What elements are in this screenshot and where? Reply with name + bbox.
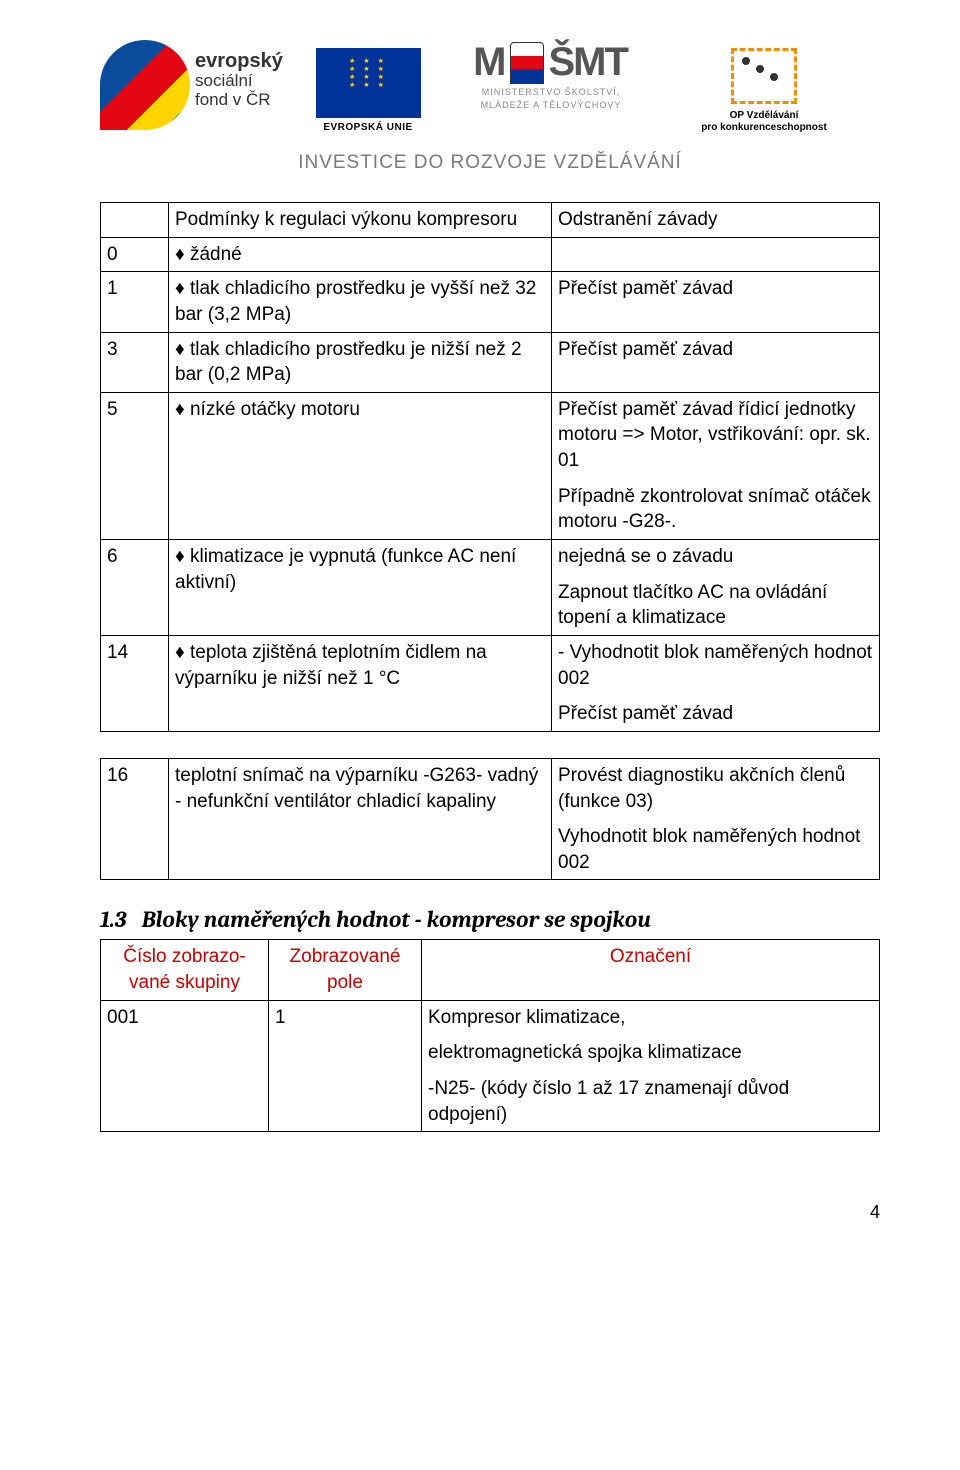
msmt-letters: M ŠMT <box>473 40 629 85</box>
logo-op: OP Vzdělávání pro konkurenceschopnost <box>674 40 854 134</box>
cell-text: Číslo zobrazo- <box>123 946 246 967</box>
cell: Přečíst paměť závad <box>552 332 880 392</box>
cell: Přečíst paměť závad <box>552 272 880 332</box>
cell <box>101 203 169 238</box>
tagline: INVESTICE DO ROZVOJE VZDĚLÁVÁNÍ <box>100 152 880 174</box>
eu-stars-icon <box>347 62 389 104</box>
msmt-sub1: MINISTERSTVO ŠKOLSTVÍ, <box>482 87 621 98</box>
msmt-shield-icon <box>510 42 544 84</box>
cell: 1 <box>101 272 169 332</box>
table-row: 16 teplotní snímač na výparníku -G263- v… <box>101 758 880 880</box>
cell-para: Kompresor klimatizace, <box>428 1005 873 1031</box>
cell-text: Zobrazované <box>290 946 401 967</box>
spacer <box>100 732 880 758</box>
esf-line3: fond v ČR <box>195 90 271 109</box>
cell: teplotní snímač na výparníku -G263- vadn… <box>169 758 552 880</box>
cell: 3 <box>101 332 169 392</box>
table-row: 0 ♦ žádné <box>101 237 880 272</box>
cell: ♦ klimatizace je vypnutá (funkce AC není… <box>169 540 552 636</box>
cell: 5 <box>101 392 169 539</box>
table-row: 5 ♦ nízké otáčky motoru Přečíst paměť zá… <box>101 392 880 539</box>
cell: Odstranění závady <box>552 203 880 238</box>
eu-label: EVROPSKÁ UNIE <box>323 122 412 133</box>
cell: Podmínky k regulaci výkonu kompresoru <box>169 203 552 238</box>
cell-para: Přečíst paměť závad <box>558 701 873 727</box>
esf-text: evropský sociální fond v ČR <box>195 50 283 109</box>
msmt-sub2: MLÁDEŽE A TĚLOVÝCHOVY <box>481 100 622 111</box>
cell: 6 <box>101 540 169 636</box>
cell-para: Provést diagnostiku akčních členů (funkc… <box>558 763 873 814</box>
cell: ♦ teplota zjištěná teplotním čidlem na v… <box>169 635 552 731</box>
cell: ♦ tlak chladicího prostředku je vyšší ne… <box>169 272 552 332</box>
table-row: 1 ♦ tlak chladicího prostředku je vyšší … <box>101 272 880 332</box>
logo-esf: evropský sociální fond v ČR <box>100 40 290 140</box>
op-line2: pro konkurenceschopnost <box>701 122 827 134</box>
esf-swirl-icon <box>100 40 190 130</box>
table-row: 14 ♦ teplota zjištěná teplotním čidlem n… <box>101 635 880 731</box>
page-number: 4 <box>100 1202 880 1223</box>
cell-para: Vyhodnotit blok naměřených hodnot 002 <box>558 824 873 875</box>
cell: - Vyhodnotit blok naměřených hodnot 002 … <box>552 635 880 731</box>
eu-flag-icon <box>316 48 421 118</box>
table-row: 6 ♦ klimatizace je vypnutá (funkce AC ne… <box>101 540 880 636</box>
cell-text: vané skupiny <box>129 972 240 993</box>
cell-para: Přečíst paměť závad řídicí jednotky moto… <box>558 397 873 474</box>
op-line1: OP Vzdělávání <box>730 110 799 122</box>
table-row: 3 ♦ tlak chladicího prostředku je nižší … <box>101 332 880 392</box>
table-row: 001 1 Kompresor klimatizace, elektromagn… <box>101 1000 880 1132</box>
cell: 0 <box>101 237 169 272</box>
cell: nejedná se o závadu Zapnout tlačítko AC … <box>552 540 880 636</box>
esf-line1: evropský <box>195 50 283 72</box>
cell: 16 <box>101 758 169 880</box>
logo-msmt: M ŠMT MINISTERSTVO ŠKOLSTVÍ, MLÁDEŽE A T… <box>446 40 656 111</box>
cell: 001 <box>101 1000 269 1132</box>
blocks-table: Číslo zobrazo- vané skupiny Zobrazované … <box>100 939 880 1132</box>
cell-para: Případně zkontrolovat snímač otáček moto… <box>558 484 873 535</box>
cell-para: - Vyhodnotit blok naměřených hodnot 002 <box>558 640 873 691</box>
cell-para: nejedná se o závadu <box>558 544 873 570</box>
logo-row: evropský sociální fond v ČR EVROPSKÁ UNI… <box>100 40 880 140</box>
cell-para: Zapnout tlačítko AC na ovládání topení a… <box>558 580 873 631</box>
section-title: Bloky naměřených hodnot - kompresor se s… <box>142 906 651 933</box>
table-row: Číslo zobrazo- vané skupiny Zobrazované … <box>101 940 880 1000</box>
cell: 1 <box>269 1000 422 1132</box>
cell: Provést diagnostiku akčních členů (funkc… <box>552 758 880 880</box>
cell-para: -N25- (kódy číslo 1 až 17 znamenají důvo… <box>428 1076 873 1127</box>
logo-eu: EVROPSKÁ UNIE <box>308 40 428 140</box>
cell: 14 <box>101 635 169 731</box>
cell: ♦ nízké otáčky motoru <box>169 392 552 539</box>
cell-text: pole <box>327 972 363 993</box>
cell: ♦ tlak chladicího prostředku je nižší ne… <box>169 332 552 392</box>
cell-header: Zobrazované pole <box>269 940 422 1000</box>
op-square-icon <box>731 48 797 104</box>
table-row: Podmínky k regulaci výkonu kompresoru Od… <box>101 203 880 238</box>
cell: Kompresor klimatizace, elektromagnetická… <box>422 1000 880 1132</box>
cell-header: Číslo zobrazo- vané skupiny <box>101 940 269 1000</box>
section-num: 1.3 <box>100 906 126 933</box>
cell-para: elektromagnetická spojka klimatizace <box>428 1040 873 1066</box>
conditions-table-2: 16 teplotní snímač na výparníku -G263- v… <box>100 758 880 881</box>
cell: ♦ žádné <box>169 237 552 272</box>
page: evropský sociální fond v ČR EVROPSKÁ UNI… <box>0 0 960 1253</box>
cell-header: Označení <box>422 940 880 1000</box>
cell: Přečíst paměť závad řídicí jednotky moto… <box>552 392 880 539</box>
conditions-table: Podmínky k regulaci výkonu kompresoru Od… <box>100 202 880 732</box>
section-heading: 1.3 Bloky naměřených hodnot - kompresor … <box>100 906 880 933</box>
cell <box>552 237 880 272</box>
esf-line2: sociální <box>195 71 253 90</box>
